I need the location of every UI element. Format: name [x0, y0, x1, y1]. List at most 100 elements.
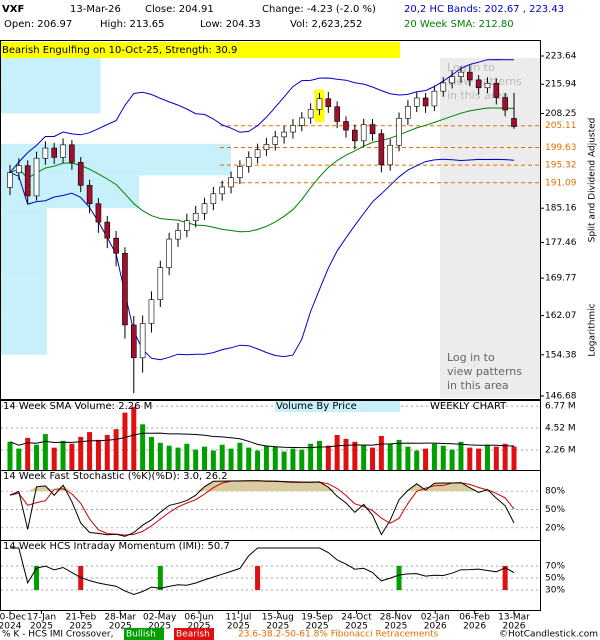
candle-body: [449, 76, 455, 84]
crossover-bar: [255, 566, 261, 590]
panel-subtitle: Volume By Price: [276, 401, 357, 412]
candle-body: [148, 299, 155, 324]
volume-bar: [387, 443, 393, 470]
volume-bar: [175, 447, 181, 470]
login-top: Log in to: [447, 61, 495, 74]
volume-bar: [493, 446, 499, 470]
price-frame: [0, 40, 541, 400]
volume-bar: [378, 435, 384, 470]
candle-body: [405, 106, 411, 119]
candle-body: [7, 172, 13, 188]
x-tick-label: 28-Nov: [380, 613, 413, 623]
volume-by-price: [1, 208, 47, 243]
candle-body: [86, 184, 93, 204]
y-tick-label: 6.77 M: [545, 402, 576, 412]
candle-body: [24, 165, 31, 197]
y-tick-label: 154.38: [545, 350, 577, 360]
footer-crossover: % K - HCS IMI Crossover,: [2, 630, 113, 640]
y-tick-label: 70%: [545, 562, 565, 572]
y-tick-label: 30%: [545, 586, 565, 596]
candle-body: [378, 133, 385, 166]
pattern-banner: [0, 42, 400, 58]
volume-by-price: [1, 56, 101, 85]
volume-by-price: [1, 278, 47, 316]
volume-bar: [440, 445, 446, 470]
candle-body: [69, 144, 75, 163]
candle-body: [139, 323, 146, 359]
x-tick-label: 02-Jan: [421, 613, 450, 623]
x-tick-label: 15-Aug: [262, 613, 294, 623]
candle-body: [42, 147, 49, 159]
y-tick-label: 146.68: [545, 392, 577, 402]
y-tick-label: 208.25: [545, 109, 577, 119]
volume-bar: [193, 449, 199, 470]
high: High: 213.65: [100, 19, 165, 30]
volume-bar: [511, 446, 517, 470]
candle-body: [493, 82, 500, 98]
footer-bullish: Bullish: [126, 630, 156, 640]
candle-body: [466, 71, 473, 81]
candle-body: [484, 82, 491, 89]
candle-body: [316, 98, 323, 110]
x-tick-year: 2025: [69, 622, 92, 632]
pattern: Bearish Engulfing on 10-Oct-25, Strength…: [2, 45, 237, 56]
candle-body: [122, 252, 128, 326]
footer-credit: ©HotCandlestick.com: [499, 630, 598, 640]
y-tick-label: 50%: [545, 574, 565, 584]
volume-bar: [16, 448, 22, 470]
login-bottom: in this area: [447, 379, 509, 392]
y-tick-label: 20%: [545, 523, 565, 533]
panel-title: 14 Week HCS Intraday Momentum (IMI): 50.…: [3, 541, 230, 552]
y-tick-label: 2.26 M: [545, 445, 576, 455]
volume-bar: [325, 445, 331, 470]
volume-bar: [334, 435, 340, 470]
x-tick-year: 2025: [148, 622, 171, 632]
candle-body: [245, 157, 252, 167]
y-tick-label: 162.07: [545, 311, 577, 321]
panel-title: 14 Week SMA Volume: 2.26 M: [3, 401, 152, 412]
volume-bar: [414, 450, 420, 470]
login-bottom: Log in to: [447, 351, 495, 364]
candle-body: [502, 97, 508, 111]
candle-body: [60, 144, 66, 158]
volume-bar: [299, 449, 305, 470]
x-tick-year: 2026: [503, 622, 526, 632]
volume-bar: [51, 447, 57, 470]
volume-bar: [210, 450, 216, 470]
candle-body: [422, 97, 429, 107]
candle-body: [157, 267, 164, 300]
candle-body: [201, 203, 208, 214]
low: Low: 204.33: [200, 19, 261, 30]
candle-body: [113, 237, 119, 254]
candle-body: [387, 144, 394, 166]
sma: 20 Week SMA: 212.80: [404, 19, 514, 30]
vbp-label-bg: [275, 401, 400, 412]
x-tick-year: 2025: [266, 622, 289, 632]
side-label: Split and Dividend Adjusted: [588, 118, 598, 243]
bearish-key: [174, 628, 214, 640]
candle-body: [325, 98, 332, 108]
candle-body: [396, 118, 402, 146]
side-label: Logarithmic: [588, 303, 598, 356]
x-tick-label: 02-May: [143, 613, 177, 623]
volume-bar: [237, 442, 243, 470]
volume-bar: [202, 446, 208, 470]
x-tick-label: 11-Jul: [225, 613, 251, 623]
fib-label: 195.32: [545, 161, 577, 171]
volume-bar: [343, 438, 349, 470]
candle-body: [51, 147, 58, 158]
x-tick-year: 2026: [424, 622, 447, 632]
x-tick-year: 2025: [109, 622, 132, 632]
x-tick-label: 06-Feb: [459, 613, 490, 623]
sma-line: [9, 107, 515, 233]
stoch-fill: [10, 480, 514, 492]
candle-body: [77, 162, 84, 186]
volume-bar: [467, 447, 473, 470]
candle-body: [307, 109, 314, 119]
open: Open: 206.97: [4, 19, 72, 30]
x-tick-year: 2026: [463, 622, 486, 632]
volume-bar: [458, 441, 464, 470]
candle-body: [184, 220, 190, 231]
volume-bar: [476, 448, 482, 470]
y-tick-label: 4.52 M: [545, 424, 576, 434]
